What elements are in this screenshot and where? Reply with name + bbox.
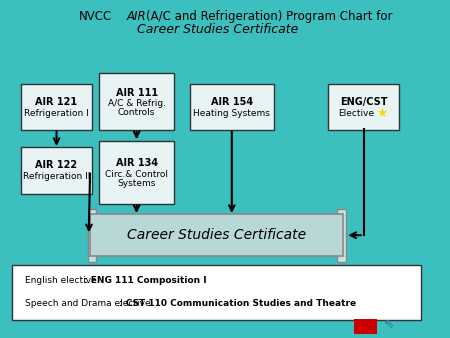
FancyBboxPatch shape bbox=[99, 141, 175, 204]
FancyBboxPatch shape bbox=[354, 319, 377, 334]
Text: Systems: Systems bbox=[117, 178, 156, 188]
Text: Career Studies Certificate: Career Studies Certificate bbox=[127, 228, 306, 242]
Text: : ENG 111 Composition I: : ENG 111 Composition I bbox=[84, 276, 206, 285]
Text: English elective: English elective bbox=[25, 276, 97, 285]
Text: Controls: Controls bbox=[118, 108, 155, 117]
Text: AIR 122: AIR 122 bbox=[36, 160, 77, 170]
Text: Refrigeration I: Refrigeration I bbox=[24, 108, 89, 118]
Text: Heating Systems: Heating Systems bbox=[194, 108, 270, 118]
Text: AIR 121: AIR 121 bbox=[36, 97, 77, 106]
Text: Speech and Drama elective: Speech and Drama elective bbox=[25, 299, 151, 308]
FancyBboxPatch shape bbox=[189, 83, 274, 130]
Text: A/C & Refrig.: A/C & Refrig. bbox=[108, 99, 166, 108]
Text: Elective: Elective bbox=[338, 108, 374, 118]
Text: AIR 111: AIR 111 bbox=[116, 88, 158, 98]
FancyBboxPatch shape bbox=[328, 83, 400, 130]
Text: Career Studies Certificate: Career Studies Certificate bbox=[137, 23, 298, 37]
FancyBboxPatch shape bbox=[21, 147, 92, 194]
Text: AIR 134: AIR 134 bbox=[116, 158, 158, 168]
Text: ★: ★ bbox=[376, 106, 387, 120]
Text: AIR: AIR bbox=[127, 10, 147, 23]
FancyBboxPatch shape bbox=[337, 209, 346, 262]
Text: NVCC: NVCC bbox=[79, 10, 112, 23]
FancyBboxPatch shape bbox=[90, 214, 343, 256]
Text: ⇖: ⇖ bbox=[383, 317, 393, 330]
Text: AIR 154: AIR 154 bbox=[211, 97, 253, 106]
FancyBboxPatch shape bbox=[88, 209, 96, 262]
FancyBboxPatch shape bbox=[21, 83, 92, 130]
Text: : CST 110 Communication Studies and Theatre: : CST 110 Communication Studies and Thea… bbox=[120, 299, 356, 308]
FancyBboxPatch shape bbox=[12, 265, 421, 320]
Text: Circ.& Control: Circ.& Control bbox=[105, 170, 168, 178]
FancyBboxPatch shape bbox=[99, 73, 175, 130]
Text: Refrigeration II: Refrigeration II bbox=[23, 172, 90, 181]
Text: (A/C and Refrigeration) Program Chart for: (A/C and Refrigeration) Program Chart fo… bbox=[146, 10, 393, 23]
Text: ENG/CST: ENG/CST bbox=[340, 97, 387, 106]
